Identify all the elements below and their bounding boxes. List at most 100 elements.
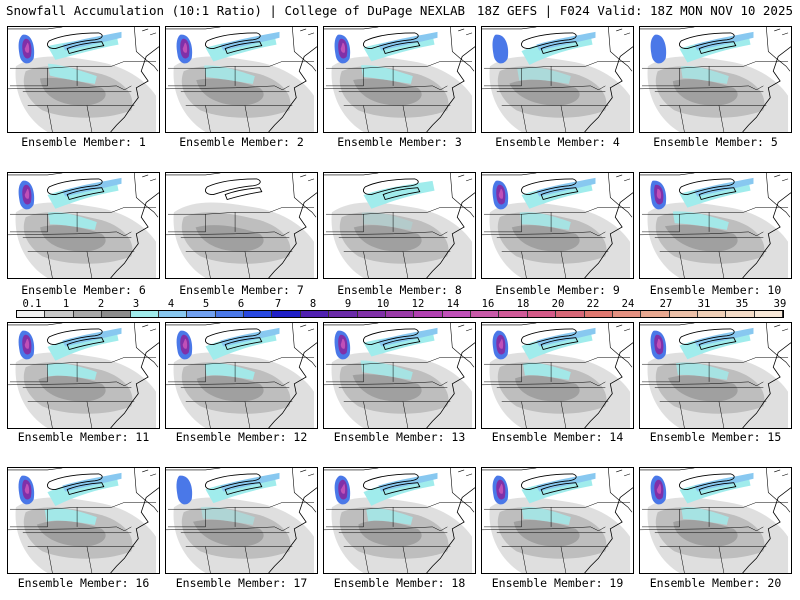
colorbar-swatch	[669, 311, 698, 317]
colorbar-swatch	[754, 311, 784, 317]
colorbar-swatch	[329, 311, 358, 317]
ensemble-member-map	[165, 467, 318, 574]
colorbar-label: 9	[344, 298, 352, 310]
colorbar-label: 7	[274, 298, 282, 310]
colorbar-label: 12	[411, 298, 425, 310]
ensemble-member-map	[7, 322, 160, 429]
colorbar-swatch	[215, 311, 244, 317]
ensemble-member-caption: Ensemble Member: 16	[17, 576, 150, 590]
colorbar-label: 0.1	[22, 298, 42, 310]
ensemble-member-caption: Ensemble Member: 11	[17, 430, 150, 444]
colorbar-label: 24	[621, 298, 635, 310]
ensemble-member-caption: Ensemble Member: 5	[653, 135, 778, 149]
ensemble-member-map	[639, 322, 792, 429]
ensemble-member-caption: Ensemble Member: 1	[21, 135, 146, 149]
colorbar-swatch	[385, 311, 415, 317]
ensemble-member-caption: Ensemble Member: 7	[179, 283, 304, 297]
ensemble-member-caption: Ensemble Member: 10	[649, 283, 782, 297]
colorbar-swatch	[726, 311, 755, 317]
ensemble-member-caption: Ensemble Member: 12	[175, 430, 308, 444]
colorbar-swatch	[102, 311, 131, 317]
snowfall-map-graphic	[8, 323, 159, 428]
ensemble-member-map	[639, 26, 792, 133]
snowfall-map-graphic	[166, 173, 317, 278]
colorbar-swatch	[527, 311, 557, 317]
colorbar-swatch	[73, 311, 103, 317]
colorbar-label: 5	[202, 298, 210, 310]
ensemble-member-map	[481, 322, 634, 429]
ensemble-member-map	[7, 172, 160, 279]
colorbar-label: 14	[446, 298, 460, 310]
ensemble-member-caption: Ensemble Member: 19	[491, 576, 624, 590]
colorbar-label: 22	[586, 298, 600, 310]
ensemble-member-map	[481, 172, 634, 279]
colorbar-swatch	[499, 311, 528, 317]
snowfall-map-graphic	[640, 468, 791, 573]
colorbar-label: 16	[481, 298, 495, 310]
colorbar-swatch	[244, 311, 273, 317]
ensemble-member-map	[639, 172, 792, 279]
ensemble-member-map	[323, 322, 476, 429]
colorbar-swatch	[641, 311, 670, 317]
snowfall-map-graphic	[482, 173, 633, 278]
ensemble-member-map	[639, 467, 792, 574]
snowfall-map-graphic	[640, 173, 791, 278]
colorbar-label: 27	[659, 298, 673, 310]
ensemble-member-caption: Ensemble Member: 6	[21, 283, 146, 297]
ensemble-member-caption: Ensemble Member: 4	[495, 135, 620, 149]
colorbar-label: 10	[376, 298, 390, 310]
snowfall-map-graphic	[8, 468, 159, 573]
colorbar-label: 4	[167, 298, 175, 310]
ensemble-member-caption: Ensemble Member: 14	[491, 430, 624, 444]
snowfall-map-graphic	[8, 27, 159, 132]
ensemble-member-map	[323, 172, 476, 279]
colorbar-swatch	[442, 311, 471, 317]
colorbar-legend: 0.1 1 2 3 4 5 6 7 8 9 10 12 14 16 18 20 22 24 27 31 35 39	[16, 298, 787, 320]
ensemble-member-map	[323, 26, 476, 133]
colorbar-label: 8	[309, 298, 317, 310]
ensemble-member-caption: Ensemble Member: 15	[649, 430, 782, 444]
ensemble-member-caption: Ensemble Member: 20	[649, 576, 782, 590]
colorbar-label: 20	[551, 298, 565, 310]
snowfall-map-graphic	[640, 323, 791, 428]
colorbar-swatch	[556, 311, 585, 317]
ensemble-member-caption: Ensemble Member: 17	[175, 576, 308, 590]
snowfall-map-graphic	[482, 27, 633, 132]
colorbar-swatch	[414, 311, 443, 317]
colorbar-swatch	[612, 311, 642, 317]
colorbar-label: 2	[97, 298, 105, 310]
ensemble-member-map	[7, 467, 160, 574]
ensemble-member-caption: Ensemble Member: 8	[337, 283, 462, 297]
snowfall-map-graphic	[482, 323, 633, 428]
colorbar-swatch	[357, 311, 386, 317]
snowfall-map-graphic	[166, 27, 317, 132]
ensemble-member-caption: Ensemble Member: 2	[179, 135, 304, 149]
colorbar-swatch	[158, 311, 188, 317]
ensemble-member-caption: Ensemble Member: 9	[495, 283, 620, 297]
colorbar-label: 31	[697, 298, 711, 310]
ensemble-member-map	[481, 467, 634, 574]
colorbar-label: 39	[773, 298, 787, 310]
ensemble-member-caption: Ensemble Member: 18	[333, 576, 466, 590]
snowfall-map-graphic	[324, 27, 475, 132]
ensemble-member-caption: Ensemble Member: 3	[337, 135, 462, 149]
snowfall-map-graphic	[324, 323, 475, 428]
colorbar-swatch	[187, 311, 216, 317]
colorbar-label: 18	[516, 298, 530, 310]
colorbar-swatches	[16, 310, 784, 318]
snowfall-map-graphic	[166, 323, 317, 428]
snowfall-map-graphic	[324, 173, 475, 278]
snowfall-map-graphic	[640, 27, 791, 132]
colorbar-swatch	[584, 311, 613, 317]
colorbar-swatch	[300, 311, 330, 317]
colorbar-label: 3	[132, 298, 140, 310]
colorbar-swatch	[272, 311, 301, 317]
ensemble-member-map	[481, 26, 634, 133]
snowfall-map-graphic	[8, 173, 159, 278]
ensemble-member-map	[323, 467, 476, 574]
ensemble-member-map	[165, 172, 318, 279]
colorbar-swatch	[698, 311, 727, 317]
snowfall-map-graphic	[324, 468, 475, 573]
colorbar-label: 1	[62, 298, 70, 310]
header-title: Snowfall Accumulation (10:1 Ratio) | Col…	[6, 3, 466, 18]
